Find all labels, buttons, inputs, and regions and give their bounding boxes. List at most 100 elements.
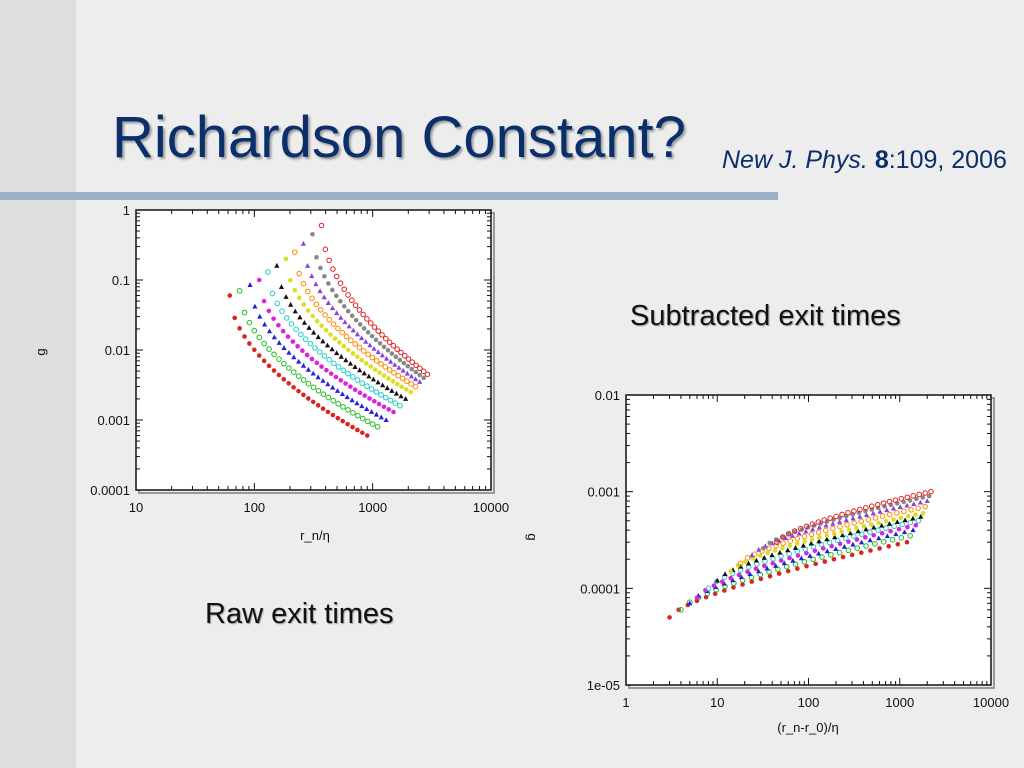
data-point xyxy=(795,566,800,571)
data-point xyxy=(309,356,315,362)
data-point xyxy=(297,295,302,301)
data-point xyxy=(890,505,897,511)
data-point xyxy=(237,326,242,331)
data-point xyxy=(797,525,804,532)
data-point xyxy=(330,384,336,390)
data-point xyxy=(417,379,423,384)
data-point xyxy=(345,308,351,314)
data-point xyxy=(317,306,324,313)
data-point xyxy=(898,495,905,502)
slide-title: Richardson Constant? xyxy=(112,105,686,170)
data-point xyxy=(810,556,816,563)
data-point xyxy=(301,392,306,398)
data-point xyxy=(361,326,367,331)
data-point xyxy=(350,410,356,416)
data-point xyxy=(350,424,355,430)
data-point xyxy=(790,557,796,563)
data-point xyxy=(379,352,385,358)
data-point xyxy=(342,319,348,325)
data-point xyxy=(323,327,329,333)
data-point xyxy=(353,317,359,323)
data-point xyxy=(905,513,911,519)
data-point xyxy=(296,388,301,394)
data-point xyxy=(365,351,371,358)
data-point xyxy=(401,352,408,359)
data-point xyxy=(310,399,316,405)
data-point xyxy=(283,256,289,262)
data-point xyxy=(335,401,341,407)
data-point xyxy=(247,282,253,287)
data-point xyxy=(847,530,853,536)
data-point xyxy=(334,293,339,299)
data-point xyxy=(389,388,395,393)
data-point xyxy=(722,588,727,593)
data-point xyxy=(363,338,369,344)
data-point xyxy=(276,356,282,362)
data-point xyxy=(862,505,869,511)
data-point xyxy=(232,315,237,321)
data-point xyxy=(335,364,342,370)
data-point xyxy=(831,531,837,536)
data-point xyxy=(816,524,822,530)
data-point xyxy=(348,384,353,389)
data-point xyxy=(349,397,355,403)
data-point xyxy=(839,511,845,518)
data-point xyxy=(373,389,380,395)
data-point xyxy=(401,360,407,366)
data-point xyxy=(721,580,727,586)
data-point xyxy=(322,274,327,279)
y-tick-label: 1e-05 xyxy=(587,678,620,693)
data-point xyxy=(367,320,374,326)
data-point xyxy=(824,519,830,524)
data-point xyxy=(755,568,762,574)
data-point xyxy=(369,333,375,339)
data-point xyxy=(863,535,868,540)
data-point xyxy=(731,585,736,590)
data-point xyxy=(787,538,794,544)
data-point xyxy=(266,308,272,314)
data-point xyxy=(385,347,391,353)
data-point xyxy=(330,266,336,272)
data-point xyxy=(283,294,289,299)
data-point xyxy=(315,403,321,408)
data-point xyxy=(846,539,851,544)
data-point xyxy=(398,349,404,356)
data-point xyxy=(808,540,814,546)
data-point xyxy=(370,376,377,382)
data-point xyxy=(886,498,893,505)
citation: New J. Phys. 8:109, 2006 xyxy=(722,146,1024,175)
data-point xyxy=(898,534,905,541)
data-point xyxy=(340,367,347,374)
data-point xyxy=(907,519,914,526)
data-point xyxy=(816,550,822,556)
data-point xyxy=(868,522,874,527)
data-point xyxy=(833,546,839,551)
data-point xyxy=(761,554,767,560)
data-point xyxy=(404,387,409,392)
data-point xyxy=(915,505,921,511)
data-point xyxy=(288,277,293,283)
data-point xyxy=(845,547,852,554)
data-point xyxy=(374,423,381,430)
plot-frame xyxy=(625,394,992,686)
data-point xyxy=(865,516,872,523)
data-point xyxy=(424,371,431,378)
data-point xyxy=(326,281,331,286)
data-point xyxy=(757,553,763,558)
data-point xyxy=(361,370,367,376)
data-point xyxy=(256,277,262,283)
data-point xyxy=(359,380,365,386)
data-point xyxy=(317,288,323,294)
data-point xyxy=(870,510,876,516)
data-point xyxy=(389,351,395,356)
data-point xyxy=(775,566,781,573)
data-point xyxy=(318,222,325,229)
data-point xyxy=(312,345,318,351)
data-point xyxy=(877,546,882,551)
data-point xyxy=(804,563,809,569)
data-point xyxy=(322,246,329,253)
data-point xyxy=(364,433,370,438)
data-point xyxy=(285,334,291,339)
data-point xyxy=(711,583,717,588)
data-point xyxy=(922,503,928,510)
